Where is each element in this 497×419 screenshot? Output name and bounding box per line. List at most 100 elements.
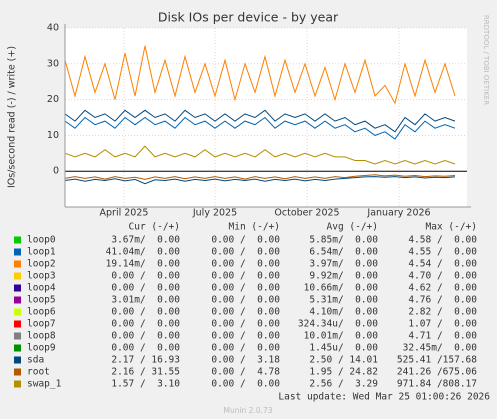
legend-value: 0.00 / 0.00: [111, 331, 180, 342]
legend-swatch: [14, 308, 21, 316]
legend-swatch: [14, 296, 21, 304]
legend-value: 0.00 / 0.00: [211, 259, 280, 270]
legend-value: 2.17 / 16.93: [111, 355, 180, 366]
legend-name: loop6: [27, 307, 56, 318]
legend-value: 241.26 /675.06: [397, 367, 477, 378]
legend-value: 0.00 / 0.00: [111, 307, 180, 318]
series-line: [64, 145, 456, 165]
legend-value: 1.95 / 24.82: [309, 367, 378, 378]
legend-name: loop3: [27, 271, 56, 282]
legend-swatch: [14, 272, 21, 280]
legend-header: Max (-/+): [426, 222, 477, 233]
legend-swatch: [14, 320, 21, 328]
legend-value: 0.00 / 0.00: [111, 271, 180, 282]
legend-value: 0.00 / 0.00: [111, 283, 180, 294]
legend-value: 0.00 / 0.00: [111, 343, 180, 354]
legend-value: 1.07 / 0.00: [408, 319, 477, 330]
legend-swatch: [14, 284, 21, 292]
legend-value: 0.00 / 3.18: [211, 355, 280, 366]
legend-swatch: [14, 236, 21, 244]
legend-swatch: [14, 380, 21, 388]
legend-name: loop4: [27, 283, 56, 294]
legend-value: 2.50 / 14.01: [309, 355, 378, 366]
y-tick-label: 20: [47, 94, 59, 105]
legend-value: 2.56 / 3.29: [309, 379, 378, 390]
legend-value: 4.62 / 0.00: [408, 283, 477, 294]
legend-swatch: [14, 260, 21, 268]
legend-value: 19.14m/ 0.00: [106, 259, 181, 270]
legend-value: 0.00 / 4.78: [211, 367, 280, 378]
y-tick-label: 30: [47, 58, 59, 69]
legend-value: 0.00 / 0.00: [211, 319, 280, 330]
x-tick-label: April 2025: [100, 208, 149, 219]
legend-header: Min (-/+): [229, 222, 280, 233]
legend-name: loop2: [27, 259, 56, 270]
chart-title: Disk IOs per device - by year: [158, 10, 339, 25]
legend-value: 4.70 / 0.00: [408, 271, 477, 282]
legend-name: sda: [27, 355, 44, 366]
legend-value: 0.00 / 0.00: [211, 379, 280, 390]
series-line: [64, 174, 456, 180]
legend-name: loop9: [27, 343, 56, 354]
legend-swatch: [14, 344, 21, 352]
legend-value: 1.57 / 3.10: [111, 379, 180, 390]
legend-value: 6.54m/ 0.00: [309, 247, 378, 258]
legend-value: 3.97m/ 0.00: [309, 259, 378, 270]
series-line: [64, 176, 456, 185]
legend-swatch: [14, 332, 21, 340]
legend-name: swap_1: [27, 379, 62, 390]
legend-value: 0.00 / 0.00: [211, 235, 280, 246]
legend-name: loop0: [27, 235, 56, 246]
legend-value: 2.16 / 31.55: [111, 367, 180, 378]
legend-value: 10.01m/ 0.00: [304, 331, 379, 342]
legend-value: 0.00 / 0.00: [211, 295, 280, 306]
legend-name: loop5: [27, 295, 56, 306]
legend-value: 0.00 / 0.00: [111, 319, 180, 330]
legend-swatch: [14, 368, 21, 376]
y-tick-label: 40: [47, 23, 59, 34]
legend-value: 4.10m/ 0.00: [309, 307, 378, 318]
legend-value: 5.31m/ 0.00: [309, 295, 378, 306]
footer: Munin 2.0.73: [223, 406, 272, 415]
series-line: [64, 116, 456, 140]
legend-value: 41.04m/ 0.00: [106, 247, 181, 258]
series-line: [64, 109, 456, 133]
legend-swatch: [14, 248, 21, 256]
legend-value: 0.00 / 0.00: [211, 271, 280, 282]
legend-value: 1.45u/ 0.00: [309, 343, 378, 354]
y-tick-label: 10: [47, 130, 59, 141]
legend-value: 4.76 / 0.00: [408, 295, 477, 306]
legend-value: 971.84 /808.17: [397, 379, 477, 390]
legend-value: 9.92m/ 0.00: [309, 271, 378, 282]
legend-header: Cur (-/+): [129, 222, 180, 233]
legend-value: 4.55 / 0.00: [408, 247, 477, 258]
side-label: RRDTOOL / TOBI OETIKER: [482, 15, 490, 105]
series-line: [64, 45, 456, 105]
legend-value: 0.00 / 0.00: [211, 343, 280, 354]
legend-header: Avg (-/+): [327, 222, 378, 233]
legend-value: 5.85m/ 0.00: [309, 235, 378, 246]
x-tick-label: July 2025: [192, 208, 237, 219]
legend-value: 525.41 /157.68: [397, 355, 477, 366]
legend-swatch: [14, 356, 21, 364]
legend-value: 324.34u/ 0.00: [298, 319, 378, 330]
x-tick-label: January 2026: [366, 208, 430, 219]
y-tick-label: 0: [53, 166, 59, 177]
x-tick-label: October 2025: [274, 208, 339, 219]
legend-value: 10.66m/ 0.00: [304, 283, 379, 294]
legend-value: 0.00 / 0.00: [211, 283, 280, 294]
y-axis-label: IOs/second read (-) / write (+): [7, 46, 18, 188]
legend-value: 4.58 / 0.00: [408, 235, 477, 246]
legend-value: 2.82 / 0.00: [408, 307, 477, 318]
last-update: Last update: Wed Mar 25 01:00:26 2026: [278, 392, 490, 403]
legend-value: 0.00 / 0.00: [211, 247, 280, 258]
legend-name: root: [27, 367, 50, 378]
legend-name: loop7: [27, 319, 56, 330]
legend-name: loop8: [27, 331, 56, 342]
legend-value: 3.67m/ 0.00: [111, 235, 180, 246]
legend-value: 3.01m/ 0.00: [111, 295, 180, 306]
legend-value: 32.45m/ 0.00: [403, 343, 478, 354]
legend-value: 4.54 / 0.00: [408, 259, 477, 270]
legend-value: 0.00 / 0.00: [211, 307, 280, 318]
